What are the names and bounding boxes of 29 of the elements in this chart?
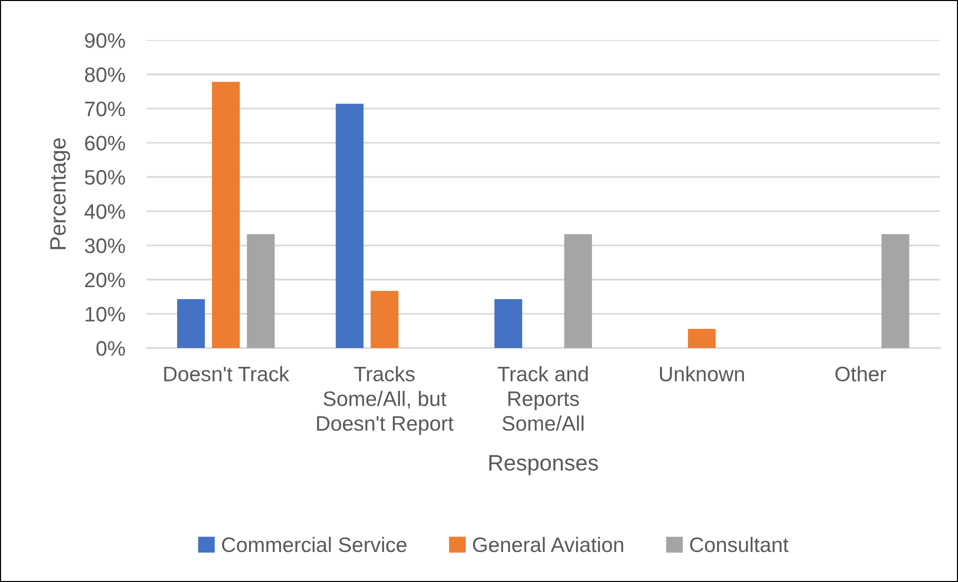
bar — [246, 234, 275, 348]
bar — [370, 290, 398, 348]
x-tick-label: Doesn't Track — [164, 366, 290, 382]
bar — [212, 82, 240, 348]
y-tick-label: 10% — [86, 306, 125, 322]
bar — [688, 328, 716, 348]
y-axis-title: Percentage — [50, 138, 70, 250]
legend-label: General Aviation — [473, 536, 624, 552]
x-tick-label: Unknown — [660, 366, 744, 382]
bar — [564, 234, 592, 348]
y-tick-label: 60% — [85, 136, 125, 151]
x-tick-label: Other — [835, 366, 886, 382]
y-tick-label: 80% — [84, 67, 125, 82]
x-axis-title: Responses — [489, 455, 598, 476]
legend-label: Commercial Service — [222, 536, 406, 552]
bar — [177, 299, 205, 348]
y-tick-label: 70% — [85, 102, 125, 116]
x-tick-label: Tracks Some/All, but Doesn't Report — [317, 366, 454, 435]
bar — [494, 299, 522, 348]
bar — [881, 234, 910, 348]
bar — [336, 104, 364, 348]
y-tick-label: 0% — [96, 341, 125, 356]
y-tick-label: 50% — [84, 170, 125, 185]
y-tick-label: 90% — [85, 33, 125, 48]
y-tick-label: 30% — [84, 238, 125, 254]
y-tick-label: 20% — [85, 272, 125, 288]
y-tick-label: 40% — [84, 204, 125, 219]
x-tick-label: Track and Reports Some/All — [498, 366, 588, 431]
legend-label: Consultant — [690, 536, 788, 552]
